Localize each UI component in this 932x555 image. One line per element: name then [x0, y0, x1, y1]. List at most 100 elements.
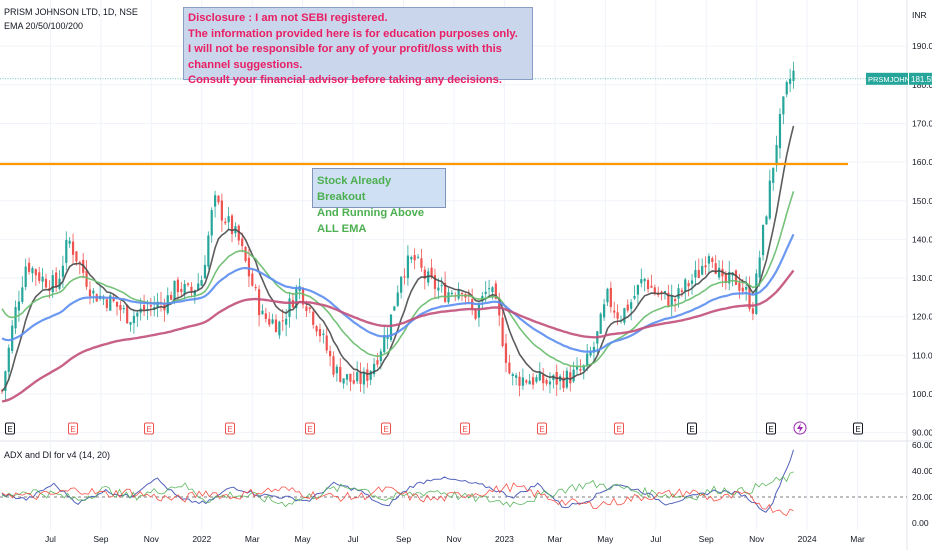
candle-body: [186, 283, 190, 285]
candle-body: [318, 329, 322, 337]
candle-body: [528, 380, 531, 385]
candle-body: [430, 267, 433, 277]
candle-body: [58, 278, 61, 289]
candle-body: [109, 295, 112, 311]
candle-body: [653, 287, 656, 294]
candle-body: [38, 272, 41, 281]
disclaimer-line-3: I will not be responsible for any of you…: [188, 43, 502, 71]
candle-body: [393, 306, 396, 311]
candle-body: [41, 276, 44, 282]
candle-body: [694, 270, 697, 278]
candle-body: [765, 216, 768, 225]
time-tick-label: Mar: [245, 534, 260, 544]
adx-series-minusdi: [1, 482, 794, 517]
candle-body: [183, 283, 186, 295]
candle-body: [613, 310, 616, 313]
candle-body: [633, 296, 636, 299]
earnings-marker-letter: E: [307, 425, 312, 434]
candle-body: [349, 373, 352, 382]
candle-body: [690, 280, 694, 284]
candle-body: [197, 283, 200, 290]
candle-body: [271, 319, 274, 324]
candle-body: [724, 273, 727, 283]
candle-body: [437, 287, 440, 291]
earnings-marker-icon: [381, 422, 391, 435]
candle-body: [772, 167, 775, 183]
candle-body: [734, 270, 738, 285]
candle-body: [701, 265, 704, 275]
candle-body: [102, 298, 105, 300]
candle-body: [207, 235, 210, 267]
earnings-marker-icon: [537, 422, 547, 435]
candle-body: [51, 275, 54, 293]
candle-body: [190, 286, 193, 292]
earnings-marker-icon: [460, 422, 470, 435]
candle-body: [535, 377, 538, 382]
candle-body: [582, 365, 585, 371]
candle-body: [261, 310, 264, 315]
candle-body: [660, 291, 663, 294]
candle-body: [301, 288, 305, 305]
candle-body: [264, 313, 267, 319]
candle-body: [460, 292, 464, 295]
candle-body: [562, 377, 565, 389]
symbol-legend[interactable]: PRISM JOHNSON LTD, 1D, NSE: [4, 7, 138, 17]
earnings-marker-letter: E: [70, 425, 75, 434]
candle-body: [31, 268, 34, 274]
candle-body: [75, 251, 78, 262]
candle-body: [663, 291, 667, 293]
earnings-marker-icon: [305, 422, 315, 435]
earnings-marker-letter: E: [768, 425, 773, 434]
candle-body: [626, 304, 629, 311]
candle-body: [667, 292, 670, 306]
candle-body: [484, 291, 487, 295]
candle-body: [684, 279, 687, 292]
candle-body: [704, 265, 707, 268]
candle-body: [369, 371, 372, 380]
candle-body: [565, 370, 568, 388]
candle-body: [589, 351, 592, 356]
candle-body: [288, 298, 291, 317]
time-tick-label: Sep: [396, 534, 411, 544]
candle-body: [71, 241, 75, 255]
currency-label: INR: [912, 10, 927, 20]
candle-body: [220, 200, 223, 221]
candle-body: [768, 180, 771, 219]
candle-body: [748, 285, 751, 309]
candle-body: [359, 372, 362, 384]
candle-body: [224, 221, 227, 224]
time-tick-label: 2024: [798, 534, 817, 544]
time-tick-label: Nov: [446, 534, 462, 544]
time-tick-label: Jul: [45, 534, 56, 544]
breakout-note: Stock Already Breakout And Running Above…: [312, 168, 446, 235]
candle-body: [345, 374, 349, 380]
candle-body: [132, 315, 136, 324]
adx-series-plusdi: [1, 471, 794, 508]
adx-legend[interactable]: ADX and DI for v4 (14, 20): [4, 450, 111, 460]
earnings-marker-letter: E: [7, 425, 12, 434]
candle-body: [254, 286, 257, 289]
candle-body: [410, 257, 413, 260]
candle-body: [136, 312, 139, 317]
earnings-marker-letter: E: [855, 425, 860, 434]
candle-body: [494, 283, 497, 299]
candle-body: [335, 366, 338, 374]
candle-body: [17, 301, 21, 311]
candle-body: [751, 308, 755, 314]
candle-body: [403, 276, 406, 278]
candle-body: [27, 262, 31, 272]
candle-body: [65, 240, 68, 263]
candle-body: [329, 351, 332, 357]
candle-body: [789, 78, 792, 84]
candle-body: [389, 314, 393, 340]
adx-tick-label: 0.00: [912, 518, 929, 528]
ema-legend[interactable]: EMA 20/50/100/200: [4, 21, 84, 31]
time-tick-label: Nov: [144, 534, 160, 544]
candle-body: [11, 325, 14, 351]
candle-body: [251, 273, 254, 286]
candle-body: [782, 96, 785, 115]
earnings-marker-letter: E: [227, 425, 232, 434]
candle-body: [785, 82, 788, 95]
candle-body: [680, 290, 683, 292]
